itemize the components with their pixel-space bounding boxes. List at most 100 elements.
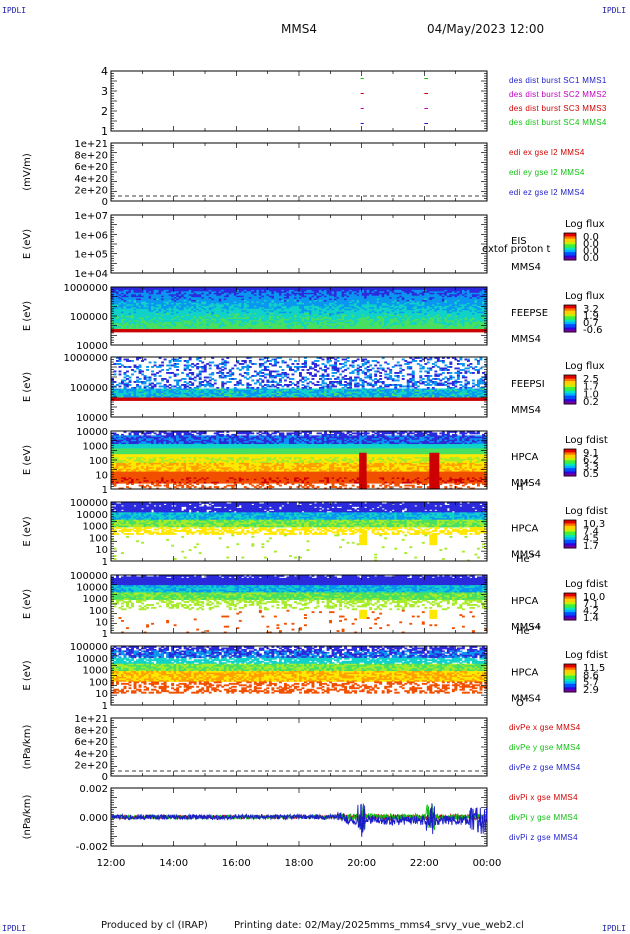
spectrogram-cell [163,310,167,313]
spectrogram-cell [334,320,337,323]
spectrogram-cell [148,311,152,314]
spectrogram-cell [131,298,134,301]
spectrogram-cell [331,311,335,314]
spectrogram-cell [329,304,332,307]
corner-tag-bottom-left: IPDLI [2,924,26,933]
spectrogram-cell [288,321,292,324]
spectrogram-cell [198,304,202,307]
spectrogram-cell [213,323,217,326]
spectrogram-cell [361,330,365,333]
spectrogram-cell [309,302,312,305]
spectrogram-cell [238,302,242,305]
spectrogram-cell [319,288,322,291]
spectrogram-cell [118,289,122,292]
spectrogram-cell [241,301,245,304]
spectrogram-cell [256,287,260,289]
spectrogram-cell [233,327,237,330]
spectrogram-cell [123,323,127,326]
colorbar-swatch [564,252,576,254]
spectrogram-cell [316,308,320,311]
spectrogram-cell [266,301,270,304]
spectrogram-cell [246,304,250,307]
spectrogram-cell [168,318,172,321]
spectrogram-cell [311,316,315,318]
spectrogram-cell [153,308,157,311]
spectrogram-cell [321,324,325,327]
spectrogram-cell [166,304,170,307]
spectrogram-cell [196,324,200,327]
spectrogram-cell [148,313,152,315]
spectrogram-cell [168,321,172,324]
spectrogram-cell [283,304,287,307]
spectrogram-cell [163,318,167,321]
spectrogram-cell [126,310,129,313]
spectrogram-cell [261,323,265,326]
spectrogram-cell [161,326,165,328]
spectrogram-cell [288,305,292,308]
spectrogram-cell [268,301,272,304]
spectrogram-cell [246,288,250,291]
spectrogram-cell [223,288,227,291]
spectrogram-cell [161,295,165,298]
spectrogram-cell [208,327,212,330]
spectrogram-cell [163,317,167,320]
spectrogram-cell [161,327,165,330]
spectrogram-cell [131,295,134,298]
spectrogram-cell [118,326,122,328]
spectrogram-cell [151,330,155,333]
spectrogram-cell [293,292,297,295]
spectrogram-cell [161,313,165,315]
spectrogram-cell [143,323,147,326]
spectrogram-cell [218,320,222,323]
spectrogram-cell [326,320,330,323]
spectrogram-cell [301,320,305,323]
spectrogram-cell [133,311,137,314]
spectrogram-cell [321,295,325,298]
spectrogram-cell [299,311,302,314]
spectrogram-cell [281,305,285,308]
spectrogram-cell [429,330,433,333]
spectrogram-cell [241,316,245,318]
spectrogram-cell [223,298,227,301]
spectrogram-cell [271,313,275,315]
spectrogram-cell [158,310,162,313]
spectrogram-cell [248,292,252,295]
spectrogram-cell [221,326,225,328]
spectrogram-cell [116,289,119,292]
y-tick-label: 8e+20 [74,151,108,162]
spectrogram-cell [191,304,195,307]
spectrogram-cell [206,294,210,297]
spectrogram-cell [128,308,132,311]
spectrogram-cell [321,291,325,294]
spectrogram-cell [196,291,200,294]
spectrogram-cell [151,321,155,324]
spectrogram-cell [133,318,137,321]
spectrogram-cell [218,300,222,302]
spectrogram-cell [118,311,122,314]
spectrogram-cell [173,307,177,310]
spectrogram-cell [316,324,320,327]
spectrogram-cell [191,305,195,308]
spectrogram-cell [213,307,217,310]
spectrogram-cell [316,301,320,304]
spectrogram-cell [173,323,177,326]
spectrogram-cell [314,314,317,317]
spectrogram-cell [238,327,242,330]
spectrogram-cell [186,329,190,331]
spectrogram-cell [243,305,247,308]
spectrogram-cell [118,314,122,317]
spectrogram-cell [238,307,242,310]
spectrogram-cell [166,295,170,298]
spectrogram-cell [251,295,255,298]
spectrogram-cell [306,318,310,321]
spectrogram-cell [158,313,162,315]
spectrogram-cell [253,291,257,294]
spectrogram-cell [218,310,222,313]
spectrogram-cell [236,297,240,299]
spectrogram-cell [246,302,250,305]
spectrogram-cell [136,300,139,302]
spectrogram-cell [281,317,285,320]
spectrogram-cell [306,300,310,302]
spectrogram-cell [118,327,122,330]
spectrogram-cell [314,308,317,311]
